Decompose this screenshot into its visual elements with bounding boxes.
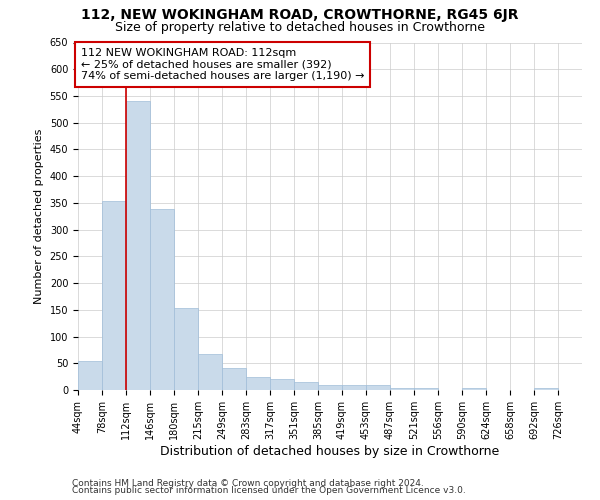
Bar <box>342 385 366 390</box>
Text: Contains HM Land Registry data © Crown copyright and database right 2024.: Contains HM Land Registry data © Crown c… <box>72 478 424 488</box>
Bar <box>174 308 197 390</box>
Bar <box>78 360 102 390</box>
Bar <box>150 210 174 390</box>
Text: Contains public sector information licensed under the Open Government Licence v3: Contains public sector information licen… <box>72 486 466 495</box>
Y-axis label: Number of detached properties: Number of detached properties <box>34 128 44 304</box>
X-axis label: Distribution of detached houses by size in Crowthorne: Distribution of detached houses by size … <box>160 444 500 458</box>
Bar <box>270 380 294 390</box>
Bar <box>463 388 486 390</box>
Bar <box>126 101 150 390</box>
Bar <box>294 382 318 390</box>
Bar <box>199 354 223 390</box>
Text: Size of property relative to detached houses in Crowthorne: Size of property relative to detached ho… <box>115 21 485 34</box>
Bar <box>534 388 558 390</box>
Bar <box>318 384 342 390</box>
Bar <box>366 385 390 390</box>
Text: 112 NEW WOKINGHAM ROAD: 112sqm
← 25% of detached houses are smaller (392)
74% of: 112 NEW WOKINGHAM ROAD: 112sqm ← 25% of … <box>81 48 364 81</box>
Text: 112, NEW WOKINGHAM ROAD, CROWTHORNE, RG45 6JR: 112, NEW WOKINGHAM ROAD, CROWTHORNE, RG4… <box>81 8 519 22</box>
Bar <box>102 200 126 390</box>
Bar <box>223 368 246 390</box>
Bar <box>246 376 270 390</box>
Bar <box>390 388 414 390</box>
Bar <box>414 388 437 390</box>
